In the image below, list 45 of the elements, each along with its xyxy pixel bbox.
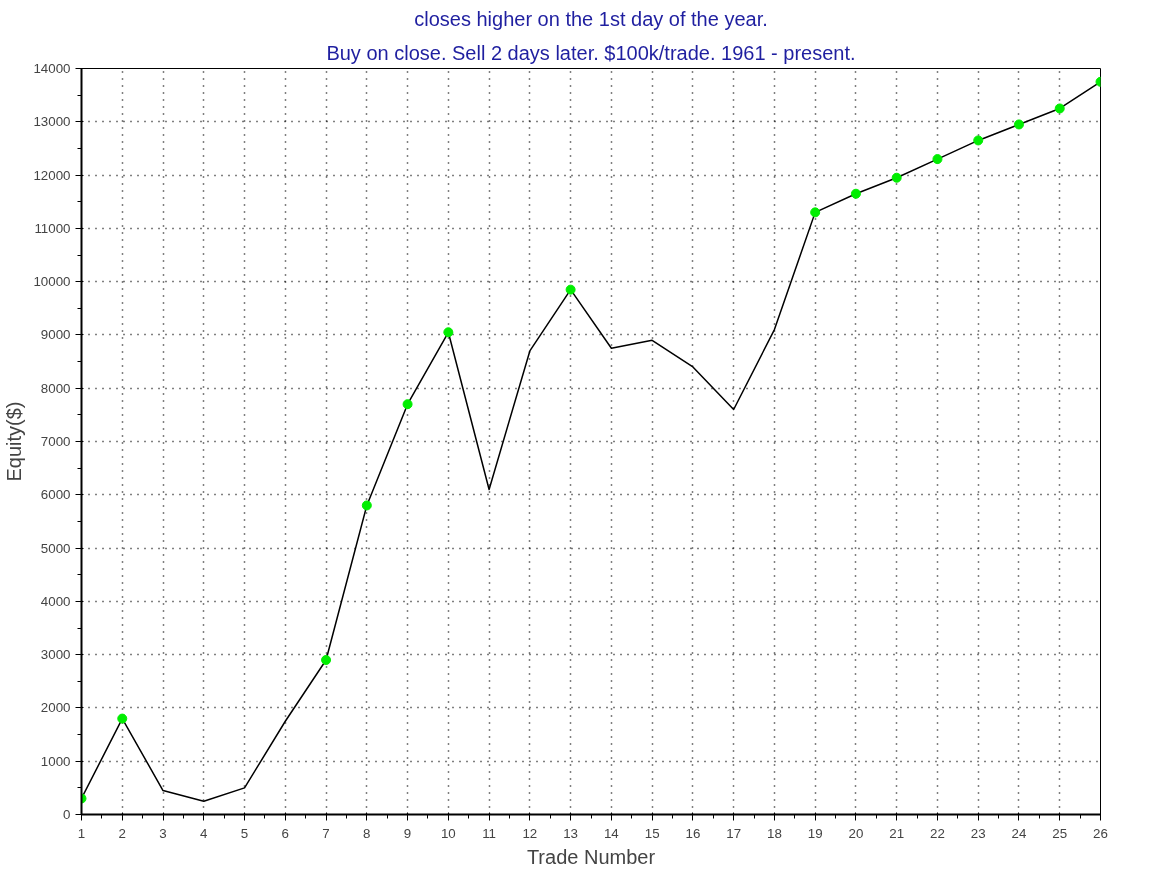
x-tick-label: 25	[1052, 825, 1068, 841]
x-tick-label: 18	[767, 825, 782, 841]
x-tick-label: 10	[440, 825, 456, 841]
x-tick-label: 11	[482, 825, 497, 841]
x-tick-label: 17	[726, 825, 742, 841]
x-tick-label: 13	[563, 825, 579, 841]
y-tick-label: 1000	[40, 753, 71, 769]
x-tick-label: 22	[930, 825, 945, 841]
y-tick-label: 7000	[40, 434, 71, 449]
x-tick-label: 19	[807, 825, 823, 841]
x-tick-label: 8	[363, 825, 371, 841]
x-tick-label: 7	[322, 825, 330, 841]
x-tick-label: 1	[77, 825, 86, 841]
y-tick-label: 11000	[34, 220, 71, 236]
y-tick-label: 6000	[40, 487, 71, 503]
x-axis-title: Trade Number	[526, 845, 656, 868]
x-tick-label: 5	[240, 825, 249, 841]
x-tick-label: 12	[522, 825, 538, 841]
y-tick-label: 12000	[33, 167, 71, 183]
x-tick-label: 20	[848, 825, 864, 841]
y-tick-label: 14000	[33, 61, 71, 76]
y-tick-label: 9000	[40, 327, 71, 343]
y-tick-label: 2000	[40, 700, 71, 716]
y-tick-label: 0	[63, 807, 71, 822]
x-tick-label: 4	[200, 825, 209, 841]
x-tick-label: 16	[685, 825, 701, 841]
x-tick-label: 26	[1093, 825, 1108, 841]
x-tick-label: 23	[970, 825, 986, 841]
y-tick-label: 10000	[33, 274, 71, 290]
y-tick-label: 4000	[40, 593, 71, 609]
y-tick-label: 5000	[40, 540, 71, 556]
x-tick-label: 3	[159, 825, 167, 841]
x-tick-label: 9	[403, 825, 412, 841]
x-tick-label: 15	[644, 825, 660, 841]
y-tick-label: 3000	[40, 647, 71, 663]
y-tick-label: 13000	[33, 114, 71, 130]
chart-subtitle: Buy on close. Sell 2 days later. $100k/trade. 1961 - present.	[326, 41, 856, 64]
y-tick-label: 8000	[40, 380, 71, 396]
x-tick-label: 14	[603, 825, 620, 841]
x-tick-label: 2	[118, 825, 126, 841]
x-tick-label: 24	[1011, 825, 1027, 841]
x-tick-label: 6	[281, 825, 290, 841]
chart-title: closes higher on the 1st day of the year.	[414, 7, 768, 30]
y-axis-title: Equity($)	[3, 401, 26, 482]
x-tick-label: 21	[889, 825, 905, 841]
